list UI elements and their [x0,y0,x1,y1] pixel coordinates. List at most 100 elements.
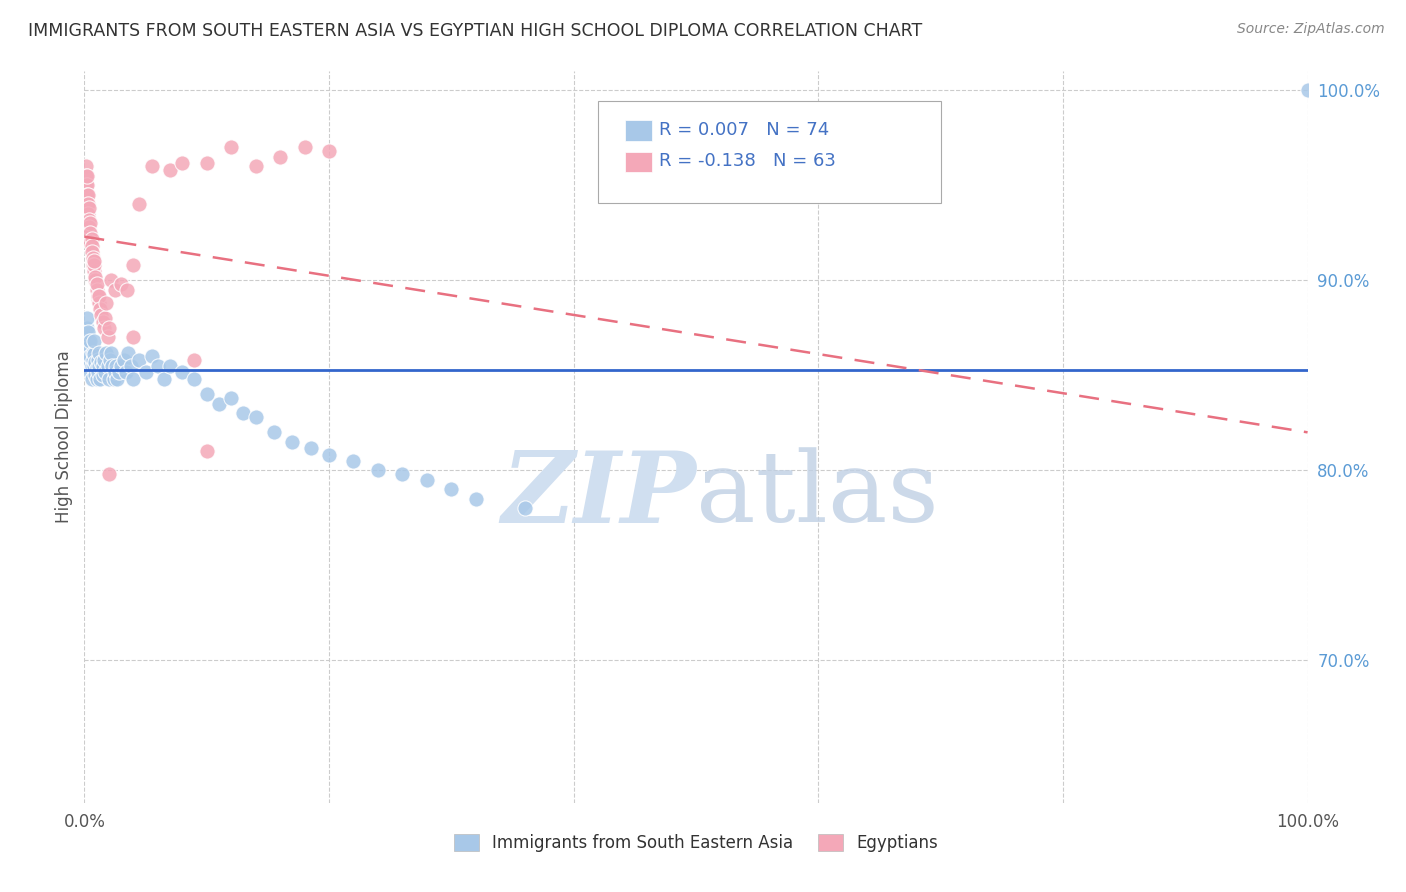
Point [141,159,163,173]
Point [128,353,150,368]
Point [84,269,107,284]
Point [94,311,117,326]
Point [391,467,413,482]
Point [87,288,110,302]
Point [80,372,103,386]
Point [77,334,100,348]
Point [183,353,205,368]
Point [79,216,101,230]
Point [77,353,100,368]
Point [77,340,100,354]
Point [79,226,101,240]
Point [464,491,486,506]
Point [299,441,322,455]
Point [97,372,120,386]
Point [75,159,97,173]
Point [77,197,100,211]
Point [416,473,439,487]
Point [76,311,98,326]
Point [82,258,104,272]
Point [245,410,267,425]
Point [141,349,163,363]
Point [82,251,104,265]
Point [89,301,111,316]
Point [87,365,110,379]
Point [77,201,100,215]
Point [96,296,118,310]
Point [513,501,536,516]
Point [77,216,100,230]
Point [75,169,97,183]
Point [83,347,105,361]
Point [90,355,112,369]
Point [77,220,100,235]
Point [128,197,150,211]
Point [172,365,194,379]
Point [172,155,194,169]
Point [83,254,105,268]
Point [232,406,254,420]
Point [82,353,104,368]
Point [159,163,181,178]
Point [101,359,124,373]
Point [122,330,145,344]
Point [84,368,107,383]
Point [97,321,120,335]
Point [100,345,122,359]
Point [77,345,100,359]
Point [93,321,115,335]
Point [269,150,291,164]
Point [80,359,103,373]
Point [122,258,145,272]
Point [80,231,103,245]
Point [146,359,169,373]
Point [87,288,110,302]
Point [77,325,100,339]
Point [208,397,231,411]
Y-axis label: High School Diploma: High School Diploma [55,351,73,524]
Point [104,365,127,379]
Point [89,372,111,386]
Point [115,283,138,297]
Point [135,365,157,379]
Point [76,321,98,335]
Point [86,277,108,292]
Point [83,258,105,272]
Point [87,296,110,310]
Text: atlas: atlas [696,448,939,543]
Point [77,187,100,202]
Point [76,178,98,193]
Text: ZIP: ZIP [501,448,696,544]
Point [77,212,100,227]
Point [90,308,112,322]
Point [84,273,107,287]
Point [367,463,389,477]
Point [318,144,340,158]
Point [86,283,108,297]
Point [120,359,142,373]
Point [82,254,104,268]
Point [91,315,114,329]
Point [97,467,120,482]
Point [79,235,101,250]
Point [153,372,176,386]
Point [94,365,117,379]
Text: Source: ZipAtlas.com: Source: ZipAtlas.com [1237,22,1385,37]
Point [83,264,105,278]
Point [1296,83,1319,97]
Text: R = -0.138   N = 63: R = -0.138 N = 63 [659,153,837,170]
FancyBboxPatch shape [626,152,652,172]
Point [76,207,98,221]
Point [87,353,110,368]
Point [86,360,108,375]
Point [117,345,139,359]
Text: R = 0.007   N = 74: R = 0.007 N = 74 [659,121,830,139]
FancyBboxPatch shape [626,120,652,141]
Point [83,334,105,348]
Point [76,169,98,183]
Point [103,372,125,386]
Point [80,244,103,259]
Point [110,277,132,292]
Point [104,283,127,297]
Point [122,372,145,386]
